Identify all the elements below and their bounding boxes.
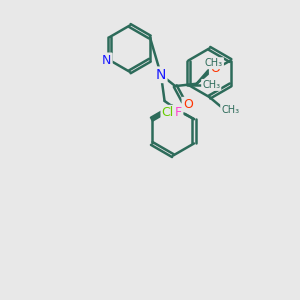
Text: Cl: Cl bbox=[162, 106, 174, 119]
Text: N: N bbox=[156, 68, 166, 82]
Text: CH₃: CH₃ bbox=[205, 58, 223, 68]
Text: F: F bbox=[175, 106, 182, 119]
Text: N: N bbox=[102, 54, 111, 67]
Text: O: O bbox=[210, 62, 220, 75]
Text: CH₃: CH₃ bbox=[202, 80, 220, 90]
Text: O: O bbox=[183, 98, 193, 111]
Text: CH₃: CH₃ bbox=[221, 105, 239, 115]
